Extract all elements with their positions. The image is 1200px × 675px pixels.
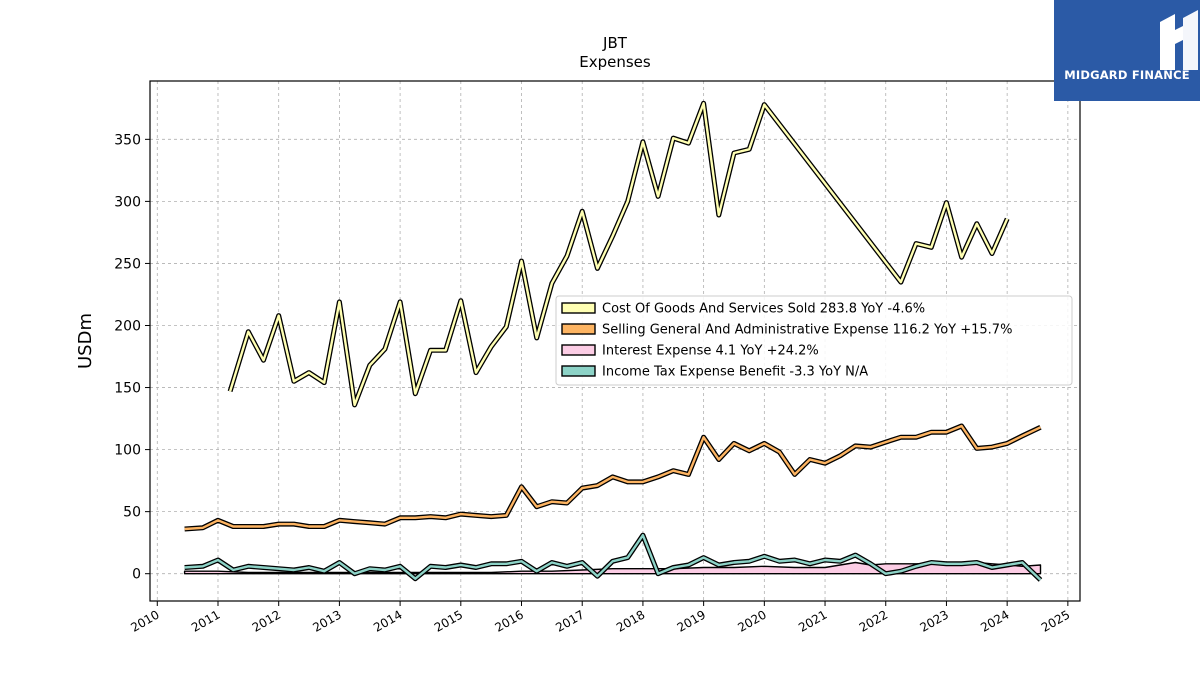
x-tick-label: 2010	[128, 607, 161, 634]
legend-swatch	[561, 302, 596, 314]
legend: Cost Of Goods And Services Sold 283.8 Yo…	[555, 295, 1073, 386]
y-tick-label: 200	[114, 318, 141, 334]
legend-entry: Selling General And Administrative Expen…	[602, 323, 1012, 338]
legend-swatch	[561, 323, 596, 335]
chart-title: JBT	[602, 34, 628, 52]
y-tick-label: 300	[114, 194, 141, 210]
x-tick-label: 2019	[675, 607, 708, 634]
y-axis-label: USDm	[75, 313, 96, 369]
x-tick-label: 2011	[189, 607, 222, 634]
x-tick-label: 2021	[796, 607, 829, 634]
y-tick-label: 100	[114, 443, 141, 459]
x-tick-label: 2017	[553, 607, 586, 634]
y-tick-label: 50	[123, 505, 141, 521]
y-tick-label: 0	[132, 567, 141, 583]
legend-entry: Interest Expense 4.1 YoY +24.2%	[602, 344, 819, 359]
legend-box	[555, 295, 1073, 386]
legend-entry: Cost Of Goods And Services Sold 283.8 Yo…	[602, 302, 925, 317]
legend-swatch	[561, 365, 596, 377]
series-line	[184, 534, 1042, 581]
x-tick-label: 2024	[978, 607, 1011, 634]
x-tick-label: 2016	[493, 607, 526, 634]
y-tick-label: 250	[114, 256, 141, 272]
y-tick-label: 350	[114, 132, 141, 148]
brand-logo: MIDGARD FINANCE	[1054, 0, 1200, 101]
series-line	[184, 424, 1042, 531]
series-lines	[183, 100, 1043, 582]
midgard-logo-icon	[1160, 10, 1198, 70]
brand-name: MIDGARD FINANCE	[1064, 68, 1190, 82]
x-tick-label: 2012	[250, 607, 283, 634]
legend-swatch	[561, 344, 596, 356]
legend-entry: Income Tax Expense Benefit -3.3 YoY N/A	[602, 365, 868, 380]
x-tick-label: 2015	[432, 607, 465, 634]
series-income-tax-expense-benefit	[184, 532, 1043, 582]
series-cost-of-goods-and-services-sold	[227, 100, 1010, 408]
chart-subtitle: Expenses	[579, 53, 651, 71]
x-tick-label: 2023	[917, 607, 950, 634]
x-tick-label: 2018	[614, 607, 647, 634]
plot-frame	[149, 80, 1081, 602]
x-tick-label: 2013	[310, 607, 343, 634]
x-tick-label: 2022	[857, 607, 890, 634]
x-tick-label: 2014	[371, 607, 404, 634]
x-tick-label: 2020	[735, 607, 768, 634]
series-line	[228, 102, 1009, 407]
series-selling-general-and-administrative-expense	[184, 423, 1042, 532]
x-tick-label: 2025	[1039, 607, 1072, 634]
y-tick-label: 150	[114, 381, 141, 397]
